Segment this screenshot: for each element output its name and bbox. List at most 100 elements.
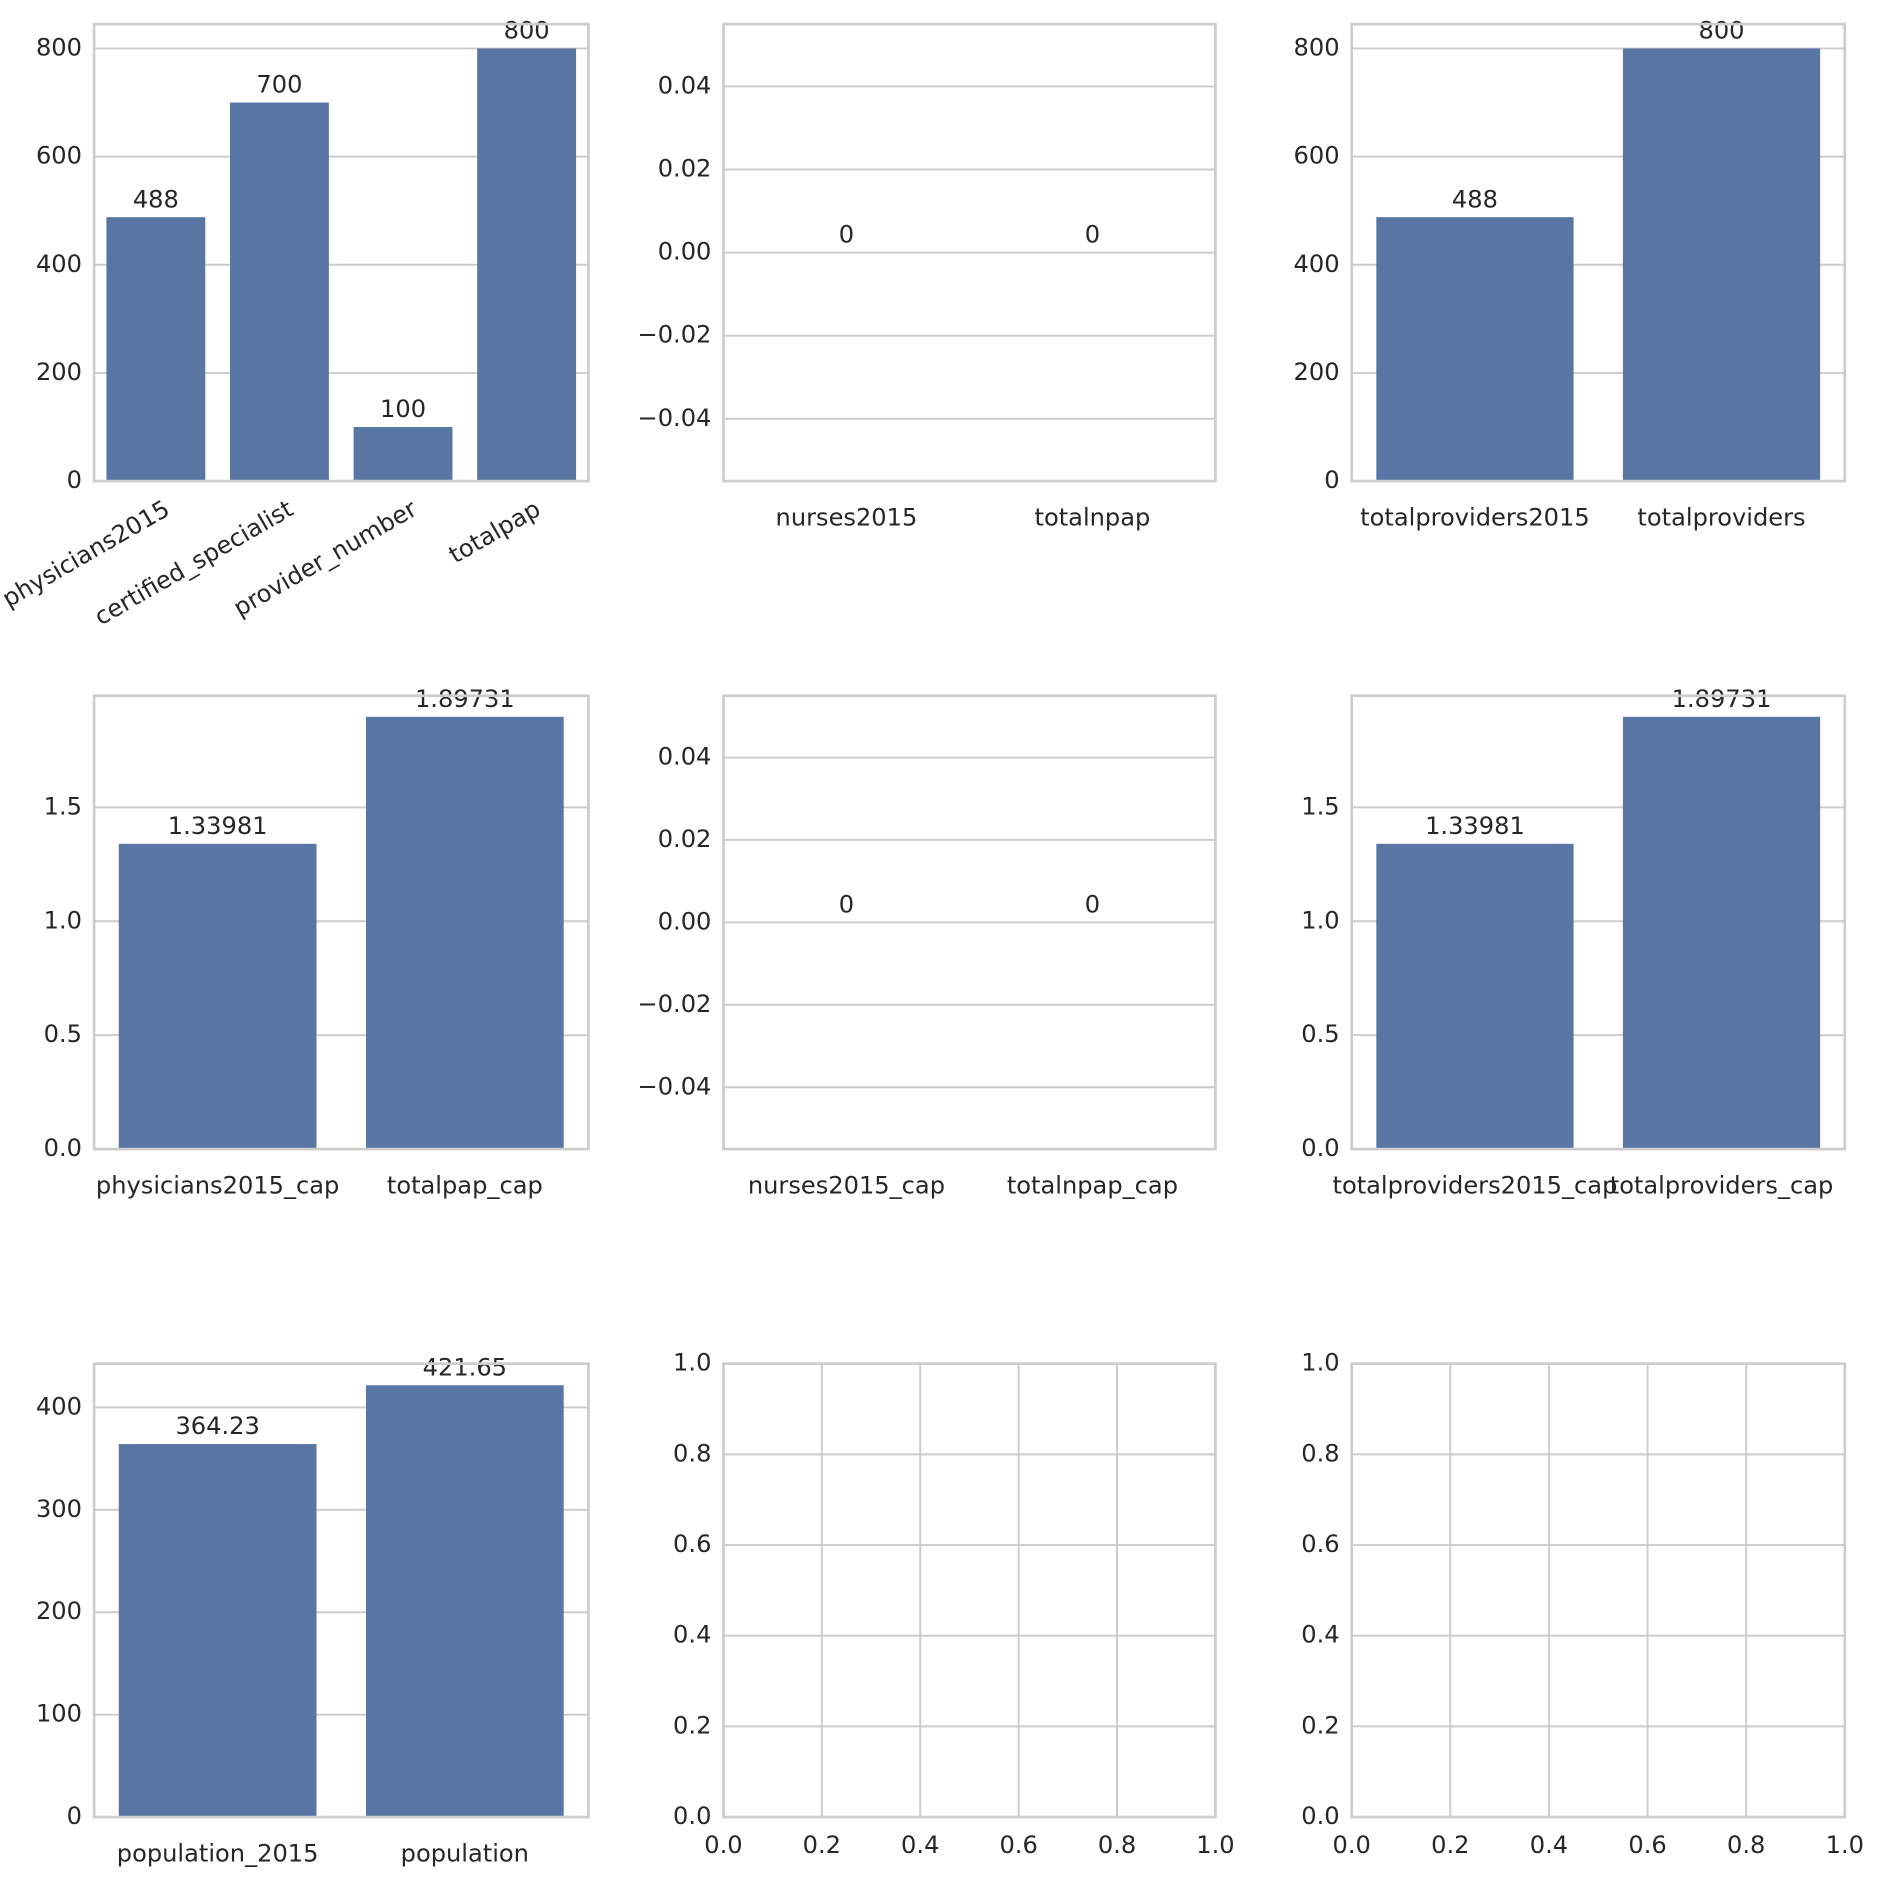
bar xyxy=(118,1444,317,1818)
value-label: 100 xyxy=(380,395,426,423)
value-label: 488 xyxy=(1452,185,1498,213)
bar xyxy=(118,843,317,1150)
bar xyxy=(353,427,453,482)
y-tick-label: 0.0 xyxy=(44,1134,82,1162)
x-tick-label: physicians2015_cap xyxy=(96,1171,339,1199)
axes-frame xyxy=(1350,694,1847,1151)
x-tick-label: totalpap xyxy=(444,495,545,570)
x-tick-label: totalnpap_cap xyxy=(1007,1171,1178,1199)
bar xyxy=(1622,716,1821,1150)
x-tick-label: 0.0 xyxy=(704,1831,742,1859)
y-tick-label: 0.5 xyxy=(44,1020,82,1048)
y-tick-label: 0.8 xyxy=(673,1439,711,1467)
y-tick-label: 0 xyxy=(1324,466,1339,494)
bar xyxy=(1376,217,1574,482)
y-tick-label: −0.02 xyxy=(638,990,712,1018)
x-tick-label: totalnpap xyxy=(1035,503,1151,531)
y-tick-label: 0.6 xyxy=(673,1530,711,1558)
y-tick-label: 0.6 xyxy=(1301,1530,1339,1558)
y-tick-label: 0.2 xyxy=(673,1711,711,1739)
bar xyxy=(230,102,329,482)
x-tick-label: 0.0 xyxy=(1332,1831,1370,1859)
value-label: 1.89731 xyxy=(1672,685,1772,713)
y-tick-label: 0.0 xyxy=(1301,1134,1339,1162)
y-tick-label: 400 xyxy=(36,1392,82,1420)
value-label: 800 xyxy=(504,17,550,45)
y-tick-label: 200 xyxy=(1294,358,1340,386)
y-tick-label: 0.8 xyxy=(1301,1439,1339,1467)
x-tick-label: 0.2 xyxy=(1431,1831,1469,1859)
y-tick-label: 100 xyxy=(36,1700,82,1728)
y-tick-label: 0.04 xyxy=(658,71,712,99)
y-tick-label: 1.5 xyxy=(1301,792,1339,820)
value-label: 421.65 xyxy=(423,1353,507,1381)
axes-frame xyxy=(92,22,590,483)
y-tick-label: 400 xyxy=(1294,250,1340,278)
x-tick-label: 0.6 xyxy=(1628,1831,1666,1859)
y-tick-label: 0.04 xyxy=(658,743,712,771)
x-tick-label: 0.4 xyxy=(1530,1831,1568,1859)
y-tick-label: 600 xyxy=(1294,142,1340,170)
value-label: 700 xyxy=(256,71,302,99)
y-tick-label: −0.02 xyxy=(638,321,712,349)
value-label: 364.23 xyxy=(175,1412,259,1440)
y-tick-label: 800 xyxy=(36,33,82,61)
axes-frame xyxy=(92,694,590,1151)
x-tick-label: 0.8 xyxy=(1727,1831,1765,1859)
y-tick-label: −0.04 xyxy=(638,1072,712,1100)
y-tick-label: 1.0 xyxy=(673,1349,711,1377)
x-tick-label: population_2015 xyxy=(117,1839,319,1867)
bar xyxy=(106,217,206,482)
y-tick-label: 0.00 xyxy=(658,907,712,935)
value-label: 488 xyxy=(133,185,179,213)
y-tick-label: 0.5 xyxy=(1301,1020,1339,1048)
y-tick-label: 1.5 xyxy=(44,792,82,820)
x-tick-label: 0.8 xyxy=(1098,1831,1136,1859)
y-tick-label: 0.2 xyxy=(1301,1711,1339,1739)
bar xyxy=(1622,48,1821,482)
value-label: 1.33981 xyxy=(168,812,268,840)
y-tick-label: 0.4 xyxy=(673,1621,711,1649)
y-tick-label: 400 xyxy=(36,250,82,278)
axes-frame xyxy=(92,1362,590,1819)
y-tick-label: 300 xyxy=(36,1495,82,1523)
x-tick-label: 0.6 xyxy=(999,1831,1037,1859)
y-tick-label: 0.0 xyxy=(673,1802,711,1830)
axes-frame xyxy=(722,694,1217,1151)
bar xyxy=(365,716,564,1150)
bar xyxy=(477,48,577,482)
axes-frame xyxy=(1350,1362,1847,1819)
axes-frame xyxy=(1350,22,1847,483)
y-tick-label: 600 xyxy=(36,142,82,170)
value-label: 0 xyxy=(839,891,854,919)
x-tick-label: totalproviders_cap xyxy=(1610,1171,1834,1199)
x-tick-label: totalpap_cap xyxy=(387,1171,543,1199)
x-tick-label: population xyxy=(401,1839,529,1867)
y-tick-label: 0 xyxy=(67,466,82,494)
value-label: 1.33981 xyxy=(1425,812,1525,840)
y-tick-label: 0.0 xyxy=(1301,1802,1339,1830)
y-tick-label: 0.02 xyxy=(658,825,712,853)
y-tick-label: 200 xyxy=(36,1597,82,1625)
y-tick-label: 1.0 xyxy=(1301,1349,1339,1377)
x-tick-label: 0.4 xyxy=(901,1831,939,1859)
y-tick-label: 0.02 xyxy=(658,155,712,183)
x-tick-label: nurses2015_cap xyxy=(748,1171,945,1199)
bar xyxy=(1376,843,1574,1150)
axes-frame xyxy=(722,22,1217,483)
y-tick-label: −0.04 xyxy=(638,404,712,432)
value-label: 0 xyxy=(1085,891,1100,919)
y-tick-label: 1.0 xyxy=(1301,906,1339,934)
value-label: 0 xyxy=(839,221,854,249)
x-tick-label: nurses2015 xyxy=(776,503,918,531)
x-tick-label: 1.0 xyxy=(1826,1831,1864,1859)
x-tick-label: 0.2 xyxy=(803,1831,841,1859)
x-tick-label: totalproviders xyxy=(1637,503,1805,531)
x-tick-label: totalproviders2015 xyxy=(1360,503,1590,531)
value-label: 0 xyxy=(1085,221,1100,249)
y-tick-label: 0.00 xyxy=(658,238,712,266)
x-tick-label: totalproviders2015_cap xyxy=(1333,1171,1618,1199)
y-tick-label: 200 xyxy=(36,358,82,386)
